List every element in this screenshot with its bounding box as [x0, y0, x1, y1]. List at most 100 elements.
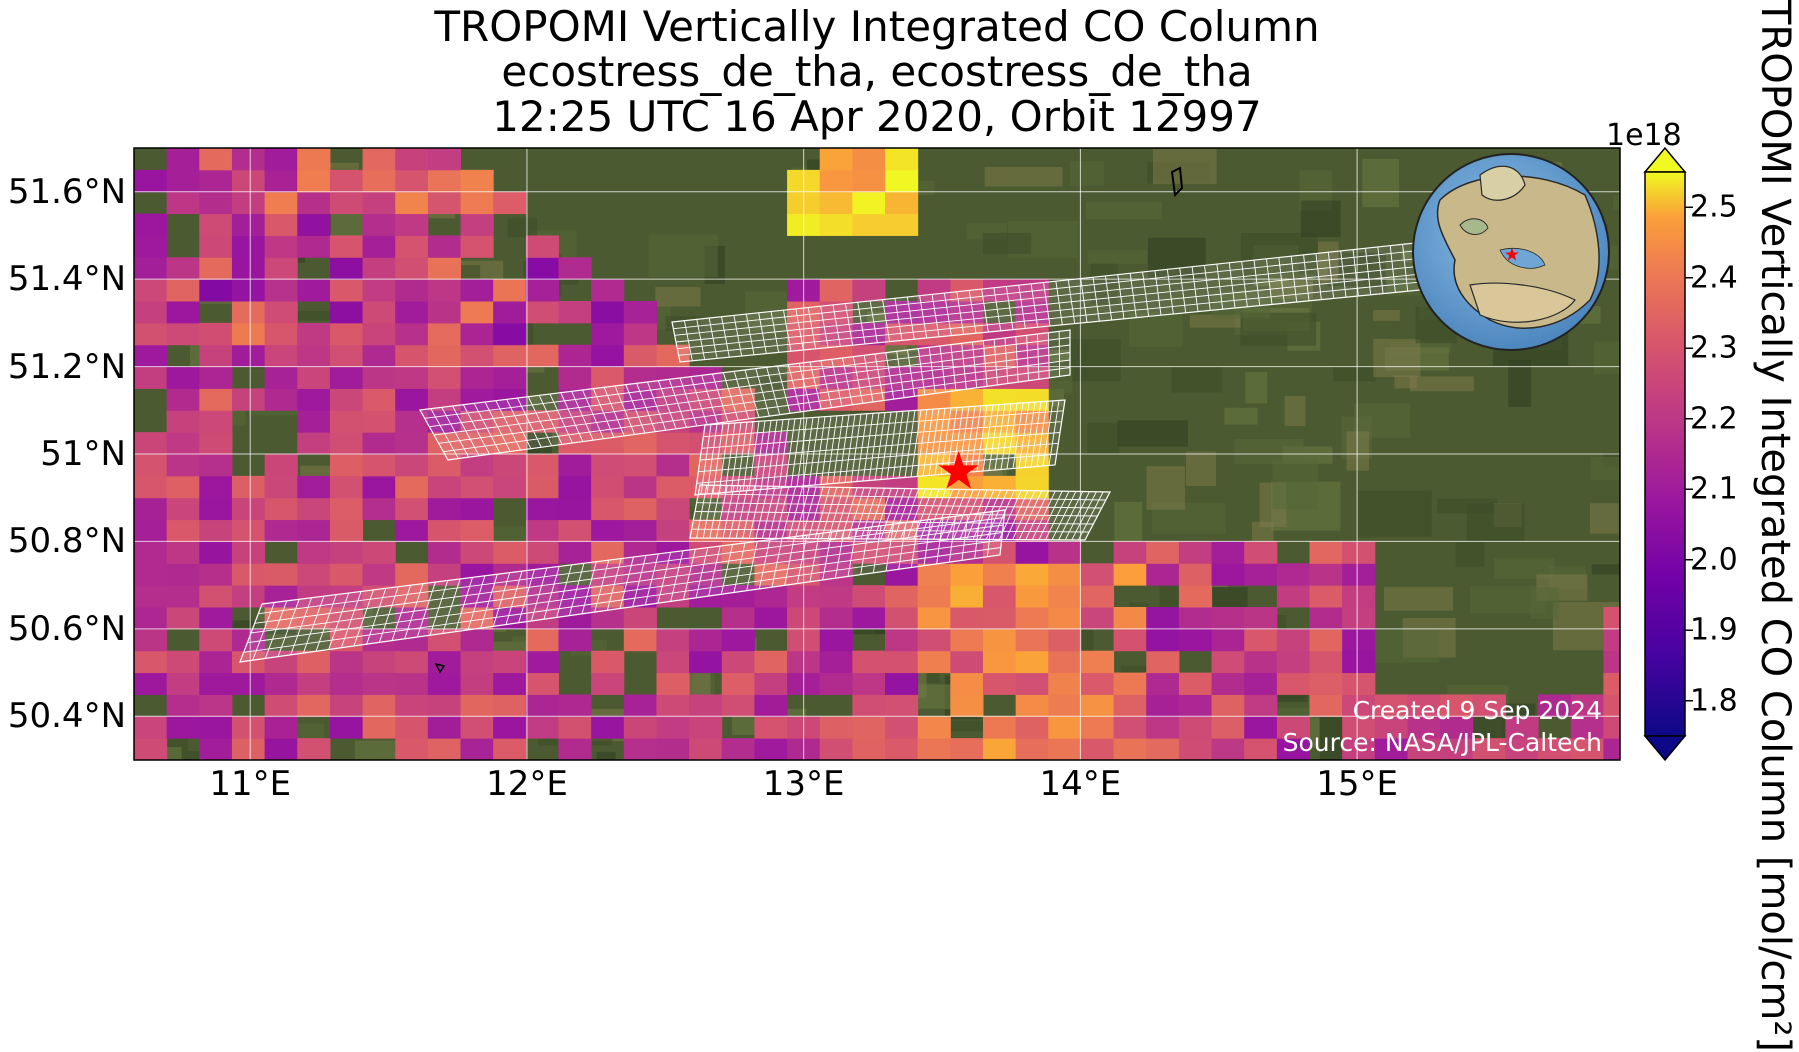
co-pixel	[395, 126, 428, 148]
co-pixel	[428, 257, 461, 279]
co-pixel	[134, 214, 167, 236]
co-pixel	[918, 629, 951, 651]
terrain-patch	[1467, 504, 1524, 542]
co-pixel	[395, 345, 428, 367]
co-pixel	[330, 388, 363, 410]
co-pixel	[330, 498, 363, 520]
co-pixel	[624, 520, 657, 542]
terrain-patch	[649, 234, 718, 277]
co-pixel	[167, 716, 200, 738]
co-pixel	[134, 629, 167, 651]
co-pixel	[820, 279, 853, 301]
co-pixel	[558, 345, 591, 367]
co-pixel	[1342, 673, 1375, 695]
co-pixel	[363, 563, 396, 585]
co-pixel	[395, 520, 428, 542]
co-pixel	[820, 651, 853, 673]
lon-tick-label: 14°E	[1040, 764, 1122, 804]
co-pixel	[232, 673, 265, 695]
co-pixel	[265, 192, 298, 214]
co-pixel	[167, 454, 200, 476]
co-pixel	[134, 738, 167, 760]
co-pixel	[1244, 738, 1277, 760]
co-pixel	[1114, 694, 1147, 716]
co-pixel	[428, 323, 461, 345]
co-pixel	[1179, 607, 1212, 629]
co-pixel	[167, 170, 200, 192]
co-pixel	[885, 673, 918, 695]
co-pixel	[134, 476, 167, 498]
co-pixel	[1016, 694, 1049, 716]
co-pixel	[395, 192, 428, 214]
co-pixel	[722, 673, 755, 695]
co-pixel	[428, 301, 461, 323]
co-pixel	[493, 301, 526, 323]
co-pixel	[330, 257, 363, 279]
co-pixel	[1146, 541, 1179, 563]
co-pixel	[1310, 651, 1343, 673]
co-pixel	[722, 651, 755, 673]
co-pixel	[526, 694, 559, 716]
co-pixel	[167, 388, 200, 410]
co-pixel	[1244, 541, 1277, 563]
co-pixel	[820, 192, 853, 214]
co-pixel	[1310, 673, 1343, 695]
co-pixel	[1146, 694, 1179, 716]
co-pixel	[558, 738, 591, 760]
co-pixel	[232, 520, 265, 542]
co-pixel	[656, 738, 689, 760]
co-pixel	[689, 629, 722, 651]
co-pixel	[363, 279, 396, 301]
co-pixel	[591, 520, 624, 542]
co-pixel	[1310, 694, 1343, 716]
co-pixel	[297, 432, 330, 454]
co-pixel	[265, 563, 298, 585]
co-pixel	[297, 279, 330, 301]
lat-tick-label: 50.8°N	[8, 521, 126, 561]
co-pixel	[428, 694, 461, 716]
co-pixel	[461, 520, 494, 542]
co-pixel	[820, 214, 853, 236]
co-pixel	[1114, 716, 1147, 738]
terrain-patch	[1245, 372, 1267, 403]
co-pixel	[950, 673, 983, 695]
co-pixel	[591, 716, 624, 738]
co-pixel	[461, 345, 494, 367]
co-pixel	[167, 192, 200, 214]
co-pixel	[1081, 651, 1114, 673]
terrain-patch	[1456, 542, 1485, 567]
co-pixel	[134, 170, 167, 192]
co-pixel	[1016, 651, 1049, 673]
co-pixel	[1048, 541, 1081, 563]
terrain-patch	[1088, 250, 1147, 264]
co-pixel	[199, 345, 232, 367]
co-pixel	[232, 170, 265, 192]
terrain-patch	[1346, 431, 1369, 470]
co-pixel	[754, 651, 787, 673]
co-pixel	[167, 498, 200, 520]
co-pixel	[134, 651, 167, 673]
co-pixel	[199, 388, 232, 410]
co-pixel	[983, 651, 1016, 673]
colorbar-tick-label: 1.8	[1690, 683, 1738, 718]
co-pixel	[852, 651, 885, 673]
co-pixel	[1048, 563, 1081, 585]
co-pixel	[918, 738, 951, 760]
lat-tick-label: 51.6°N	[8, 172, 126, 212]
co-pixel	[950, 607, 983, 629]
co-pixel	[395, 279, 428, 301]
co-pixel	[493, 279, 526, 301]
co-pixel	[330, 476, 363, 498]
co-pixel	[526, 345, 559, 367]
co-pixel	[265, 454, 298, 476]
co-pixel	[1048, 651, 1081, 673]
co-pixel	[1048, 607, 1081, 629]
co-pixel	[656, 520, 689, 542]
co-pixel	[591, 476, 624, 498]
lat-tick-label: 51.2°N	[8, 347, 126, 387]
co-pixel	[330, 520, 363, 542]
co-pixel	[199, 148, 232, 170]
co-pixel	[395, 170, 428, 192]
co-pixel	[232, 192, 265, 214]
co-pixel	[852, 279, 885, 301]
